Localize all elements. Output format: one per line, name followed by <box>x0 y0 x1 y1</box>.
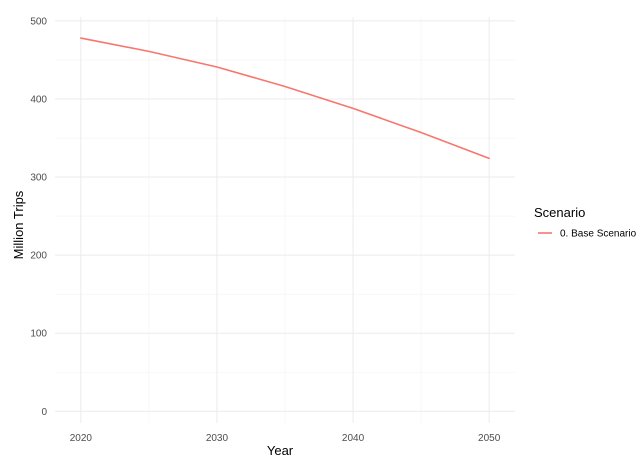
y-tick-label: 200 <box>30 251 47 262</box>
y-tick-label: 0 <box>41 407 47 418</box>
legend-items: 0. Base Scenario <box>538 229 637 240</box>
y-tick-label: 300 <box>30 173 47 184</box>
x-axis-ticks: 2020 2030 2040 2050 <box>70 433 501 444</box>
series-layer <box>80 37 490 160</box>
y-tick-label: 500 <box>30 16 47 27</box>
legend-label: 0. Base Scenario <box>560 229 637 240</box>
series-line <box>80 37 490 160</box>
legend-title: Scenario <box>534 205 585 220</box>
x-tick-label: 2020 <box>70 433 93 444</box>
legend: Scenario 0. Base Scenario <box>534 205 637 240</box>
grid <box>55 17 515 423</box>
x-axis-title: Year <box>267 443 294 458</box>
x-tick-label: 2030 <box>206 433 229 444</box>
y-axis-title: Million Trips <box>11 190 26 259</box>
y-tick-label: 100 <box>30 329 47 340</box>
x-tick-label: 2050 <box>478 433 501 444</box>
x-tick-label: 2040 <box>342 433 365 444</box>
y-tick-label: 400 <box>30 94 47 105</box>
y-axis-ticks: 0 100 200 300 400 500 <box>30 16 47 417</box>
